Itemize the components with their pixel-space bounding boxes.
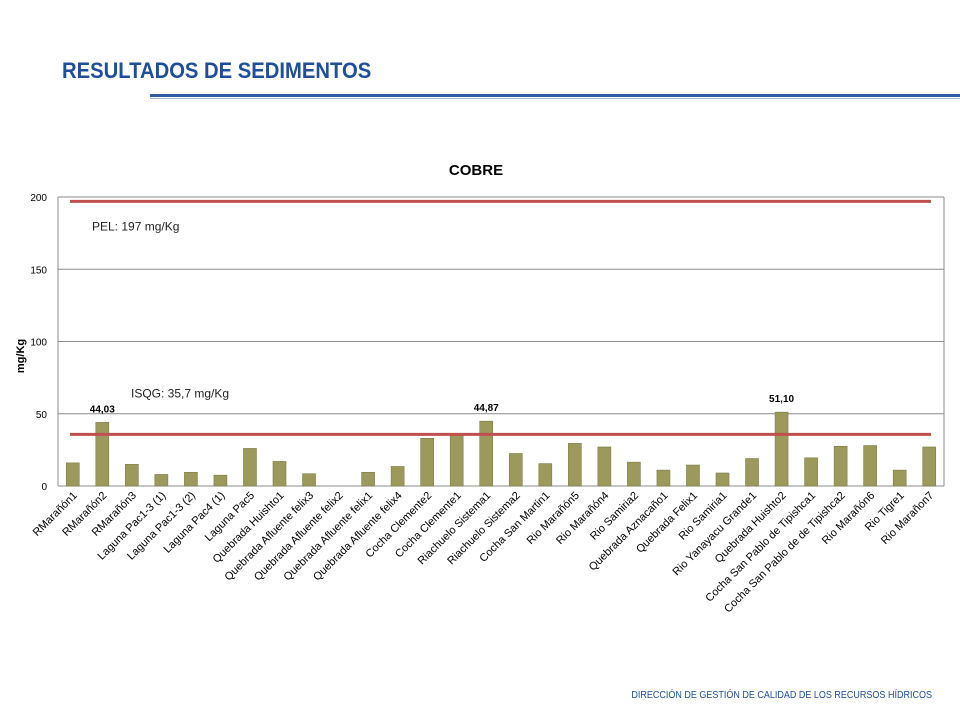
y-tick-label: 200 bbox=[30, 193, 47, 204]
bar bbox=[302, 473, 316, 487]
y-tick-label: 100 bbox=[30, 338, 47, 349]
y-tick-label: 0 bbox=[41, 482, 47, 493]
bar bbox=[863, 445, 877, 487]
bar bbox=[272, 461, 287, 487]
bar bbox=[833, 445, 848, 487]
title-underline bbox=[150, 94, 960, 97]
bar bbox=[656, 469, 671, 487]
bar bbox=[361, 471, 375, 487]
bars bbox=[65, 411, 937, 487]
bar bbox=[538, 463, 553, 487]
bar bbox=[774, 411, 789, 487]
y-axis: 0 50 100 150 200 bbox=[30, 193, 47, 493]
title-underline-shadow bbox=[150, 98, 960, 99]
bar bbox=[804, 457, 818, 487]
slide-title: RESULTADOS DE SEDIMENTOS bbox=[62, 58, 372, 83]
data-label: 51,10 bbox=[769, 394, 794, 405]
x-tick-label: Rio Marañon7 bbox=[879, 490, 936, 547]
y-tick-label: 150 bbox=[30, 265, 47, 276]
bar bbox=[65, 462, 80, 487]
data-label: 44,03 bbox=[90, 404, 115, 415]
bar bbox=[154, 474, 169, 487]
bar bbox=[745, 458, 759, 487]
footer-text: DIRECCIÓN DE GESTIÓN DE CALIDAD DE LOS R… bbox=[631, 690, 932, 701]
bar bbox=[420, 438, 434, 487]
reference-line-label: PEL: 197 mg/Kg bbox=[92, 219, 179, 233]
y-tick-label: 50 bbox=[36, 410, 48, 421]
data-labels: 44,03 44,87 51,10 bbox=[90, 394, 795, 415]
bar bbox=[95, 422, 110, 487]
gridlines bbox=[57, 196, 945, 487]
bar bbox=[449, 433, 464, 487]
bar bbox=[213, 474, 228, 487]
bar bbox=[479, 420, 494, 487]
bar bbox=[627, 461, 641, 487]
chart-title: COBRE bbox=[449, 162, 503, 179]
bar bbox=[715, 472, 730, 487]
reference-lines: PEL: 197 mg/Kg ISQG: 35,7 mg/Kg bbox=[70, 199, 931, 436]
bar bbox=[508, 453, 523, 487]
bar bbox=[390, 466, 405, 487]
y-axis-label: mg/Kg bbox=[15, 339, 27, 373]
bar bbox=[243, 448, 257, 487]
reference-line-label: ISQG: 35,7 mg/Kg bbox=[131, 386, 229, 400]
bar bbox=[568, 443, 582, 487]
bar bbox=[184, 471, 198, 487]
bar bbox=[125, 464, 139, 487]
data-label: 44,87 bbox=[474, 403, 499, 414]
bar bbox=[892, 469, 907, 487]
bar bbox=[686, 464, 700, 487]
bar bbox=[922, 446, 937, 487]
bar bbox=[597, 446, 612, 487]
